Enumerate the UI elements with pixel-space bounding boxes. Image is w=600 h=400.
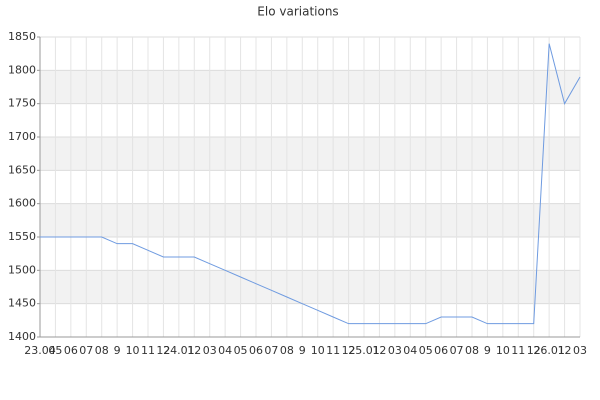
y-tick-label: 1400 [8, 330, 36, 343]
x-tick-label: 23.04 [24, 344, 56, 357]
x-tick-label: 08 [280, 344, 294, 357]
data-line [40, 43, 581, 325]
x-tick-label: 12 [558, 344, 572, 357]
x-tick-label: 08 [95, 344, 109, 357]
x-tick-label: 12 [527, 344, 541, 357]
x-tick-label: 07 [264, 344, 278, 357]
grid-band [40, 270, 580, 304]
x-tick-label: 05 [48, 344, 62, 357]
y-tick-label: 1450 [8, 297, 36, 310]
x-tick-label: 10 [311, 344, 325, 357]
x-tick-label: 04 [218, 344, 232, 357]
x-tick-label: 12 [372, 344, 386, 357]
x-tick-label: 12 [156, 344, 170, 357]
y-tick-label: 1700 [8, 130, 36, 143]
x-tick-label: 10 [496, 344, 510, 357]
grid-band [40, 203, 580, 237]
x-tick-label: 06 [434, 344, 448, 357]
x-tick-label: 06 [64, 344, 78, 357]
x-tick-label: 12 [187, 344, 201, 357]
x-tick-label: 11 [326, 344, 340, 357]
x-tick-label: 03 [573, 344, 587, 357]
y-tick-label: 1500 [8, 263, 36, 276]
x-tick-label: 03 [203, 344, 217, 357]
x-tick-label: 07 [79, 344, 93, 357]
y-tick-label: 1800 [8, 63, 36, 76]
x-tick-label: 04 [403, 344, 417, 357]
x-tick-label: 24.01 [163, 344, 195, 357]
x-tick-label: 08 [465, 344, 479, 357]
chart-title: Elo variations [257, 5, 338, 19]
x-tick-label: 12 [342, 344, 356, 357]
x-tick-label: 9 [114, 344, 121, 357]
y-tick-label: 1850 [8, 30, 36, 43]
y-tick-label: 1550 [8, 230, 36, 243]
x-tick-label: 07 [450, 344, 464, 357]
x-tick-label: 26.01 [533, 344, 565, 357]
x-tick-label: 9 [299, 344, 306, 357]
x-tick-label: 9 [484, 344, 491, 357]
x-tick-label: 11 [511, 344, 525, 357]
x-tick-label: 05 [419, 344, 433, 357]
grid-band [40, 70, 580, 104]
x-tick-label: 05 [234, 344, 248, 357]
y-tick-label: 1650 [8, 163, 36, 176]
grid-band [40, 137, 580, 171]
x-tick-label: 11 [141, 344, 155, 357]
x-tick-label: 25.01 [348, 344, 380, 357]
y-tick-label: 1600 [8, 197, 36, 210]
x-tick-label: 10 [126, 344, 140, 357]
x-tick-label: 06 [249, 344, 263, 357]
x-tick-label: 03 [388, 344, 402, 357]
y-tick-label: 1750 [8, 97, 36, 110]
